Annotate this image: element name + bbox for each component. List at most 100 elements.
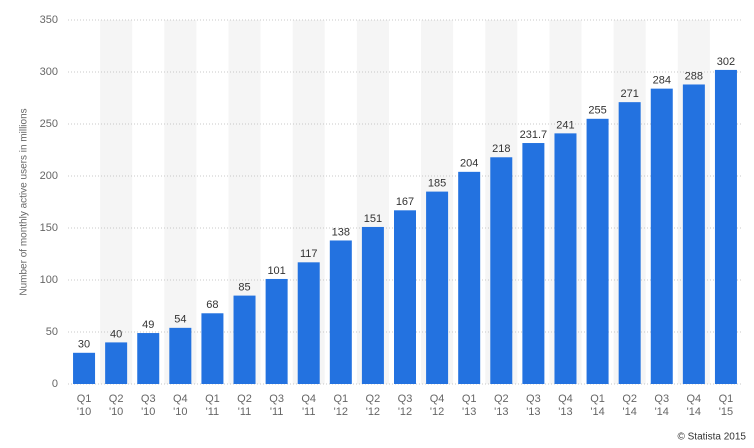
bar xyxy=(73,352,96,384)
column-stripe xyxy=(100,20,133,384)
y-tick-label: 200 xyxy=(40,170,58,182)
x-tick-label: Q2'11 xyxy=(237,393,252,418)
y-tick-label: 250 xyxy=(40,118,58,130)
x-tick-year: '14 xyxy=(622,406,636,418)
x-tick-year: '12 xyxy=(366,406,380,418)
x-tick-year: '10 xyxy=(173,406,187,418)
value-label: 68 xyxy=(206,299,218,311)
value-label: 117 xyxy=(300,248,318,260)
y-tick-label: 350 xyxy=(40,14,58,26)
x-tick-label: Q1'11 xyxy=(205,393,220,418)
value-label: 54 xyxy=(174,314,186,326)
x-tick-quarter: Q3 xyxy=(398,393,413,405)
x-tick-quarter: Q2 xyxy=(622,393,637,405)
bar xyxy=(137,333,160,384)
x-tick-quarter: Q1 xyxy=(462,393,477,405)
x-tick-quarter: Q1 xyxy=(590,393,605,405)
value-label: 218 xyxy=(492,143,510,155)
x-tick-label: Q3'10 xyxy=(141,393,156,418)
value-label: 101 xyxy=(267,265,285,277)
bar xyxy=(329,240,352,384)
bar xyxy=(490,157,513,384)
x-tick-label: Q2'14 xyxy=(622,393,637,418)
value-label: 288 xyxy=(685,70,703,82)
x-tick-year: '15 xyxy=(719,406,733,418)
x-tick-year: '10 xyxy=(77,406,91,418)
x-tick-year: '14 xyxy=(590,406,604,418)
bar xyxy=(265,278,288,384)
x-tick-quarter: Q2 xyxy=(109,393,124,405)
value-label: 204 xyxy=(460,158,478,170)
value-label: 167 xyxy=(396,196,414,208)
value-label: 271 xyxy=(620,88,638,100)
x-tick-year: '14 xyxy=(687,406,701,418)
x-tick-label: Q1'13 xyxy=(462,393,477,418)
bar xyxy=(714,69,737,385)
x-tick-label: Q2'10 xyxy=(109,393,124,418)
x-tick-quarter: Q4 xyxy=(173,393,188,405)
x-tick-quarter: Q1 xyxy=(77,393,92,405)
x-tick-quarter: Q2 xyxy=(237,393,252,405)
bar xyxy=(618,102,641,384)
x-tick-year: '11 xyxy=(238,406,252,418)
bar xyxy=(297,262,320,384)
value-label: 241 xyxy=(556,119,574,131)
bar xyxy=(169,327,192,384)
value-label: 231.7 xyxy=(520,129,548,141)
x-tick-label: Q4'14 xyxy=(687,393,702,418)
x-tick-year: '11 xyxy=(206,406,220,418)
x-tick-quarter: Q2 xyxy=(494,393,509,405)
value-label: 151 xyxy=(364,213,382,225)
x-tick-label: Q3'13 xyxy=(526,393,541,418)
x-tick-quarter: Q4 xyxy=(301,393,316,405)
value-label: 302 xyxy=(717,56,735,68)
x-tick-year: '13 xyxy=(526,406,540,418)
x-tick-label: Q1'12 xyxy=(333,393,348,418)
bar xyxy=(458,171,481,384)
bar xyxy=(426,191,449,384)
x-tick-label: Q3'11 xyxy=(269,393,284,418)
value-label: 185 xyxy=(428,178,446,190)
x-tick-year: '13 xyxy=(462,406,476,418)
x-tick-year: '10 xyxy=(141,406,155,418)
x-tick-label: Q4'12 xyxy=(430,393,445,418)
x-tick-year: '12 xyxy=(398,406,412,418)
x-tick-quarter: Q3 xyxy=(141,393,156,405)
x-tick-year: '12 xyxy=(430,406,444,418)
x-tick-label: Q1'15 xyxy=(719,393,734,418)
value-label: 40 xyxy=(110,328,122,340)
bar xyxy=(586,118,609,385)
x-tick-year: '13 xyxy=(494,406,508,418)
y-tick-label: 50 xyxy=(46,326,58,338)
x-tick-year: '11 xyxy=(302,406,316,418)
x-tick-quarter: Q2 xyxy=(366,393,381,405)
bar xyxy=(201,313,224,384)
y-tick-label: 0 xyxy=(52,378,58,390)
value-label: 138 xyxy=(332,226,350,238)
x-tick-quarter: Q3 xyxy=(526,393,541,405)
bar xyxy=(682,84,705,384)
bar xyxy=(394,210,416,384)
bar xyxy=(105,342,128,384)
x-tick-label: Q4'13 xyxy=(558,393,573,418)
x-tick-label: Q1'14 xyxy=(590,393,605,418)
x-tick-year: '14 xyxy=(655,406,669,418)
x-tick-quarter: Q4 xyxy=(430,393,445,405)
bar xyxy=(522,143,545,384)
y-axis-title: Number of monthly active users in millio… xyxy=(19,108,30,295)
x-tick-quarter: Q3 xyxy=(654,393,669,405)
x-tick-quarter: Q3 xyxy=(269,393,284,405)
x-tick-label: Q4'10 xyxy=(173,393,188,418)
x-tick-year: '10 xyxy=(109,406,123,418)
x-tick-quarter: Q4 xyxy=(558,393,573,405)
value-label: 255 xyxy=(588,105,606,117)
bar xyxy=(554,133,577,384)
x-tick-quarter: Q1 xyxy=(205,393,220,405)
bar xyxy=(650,88,673,384)
x-tick-quarter: Q4 xyxy=(687,393,702,405)
bar xyxy=(361,226,384,384)
value-label: 30 xyxy=(78,339,90,351)
value-label: 49 xyxy=(142,319,154,331)
x-tick-label: Q4'11 xyxy=(301,393,316,418)
